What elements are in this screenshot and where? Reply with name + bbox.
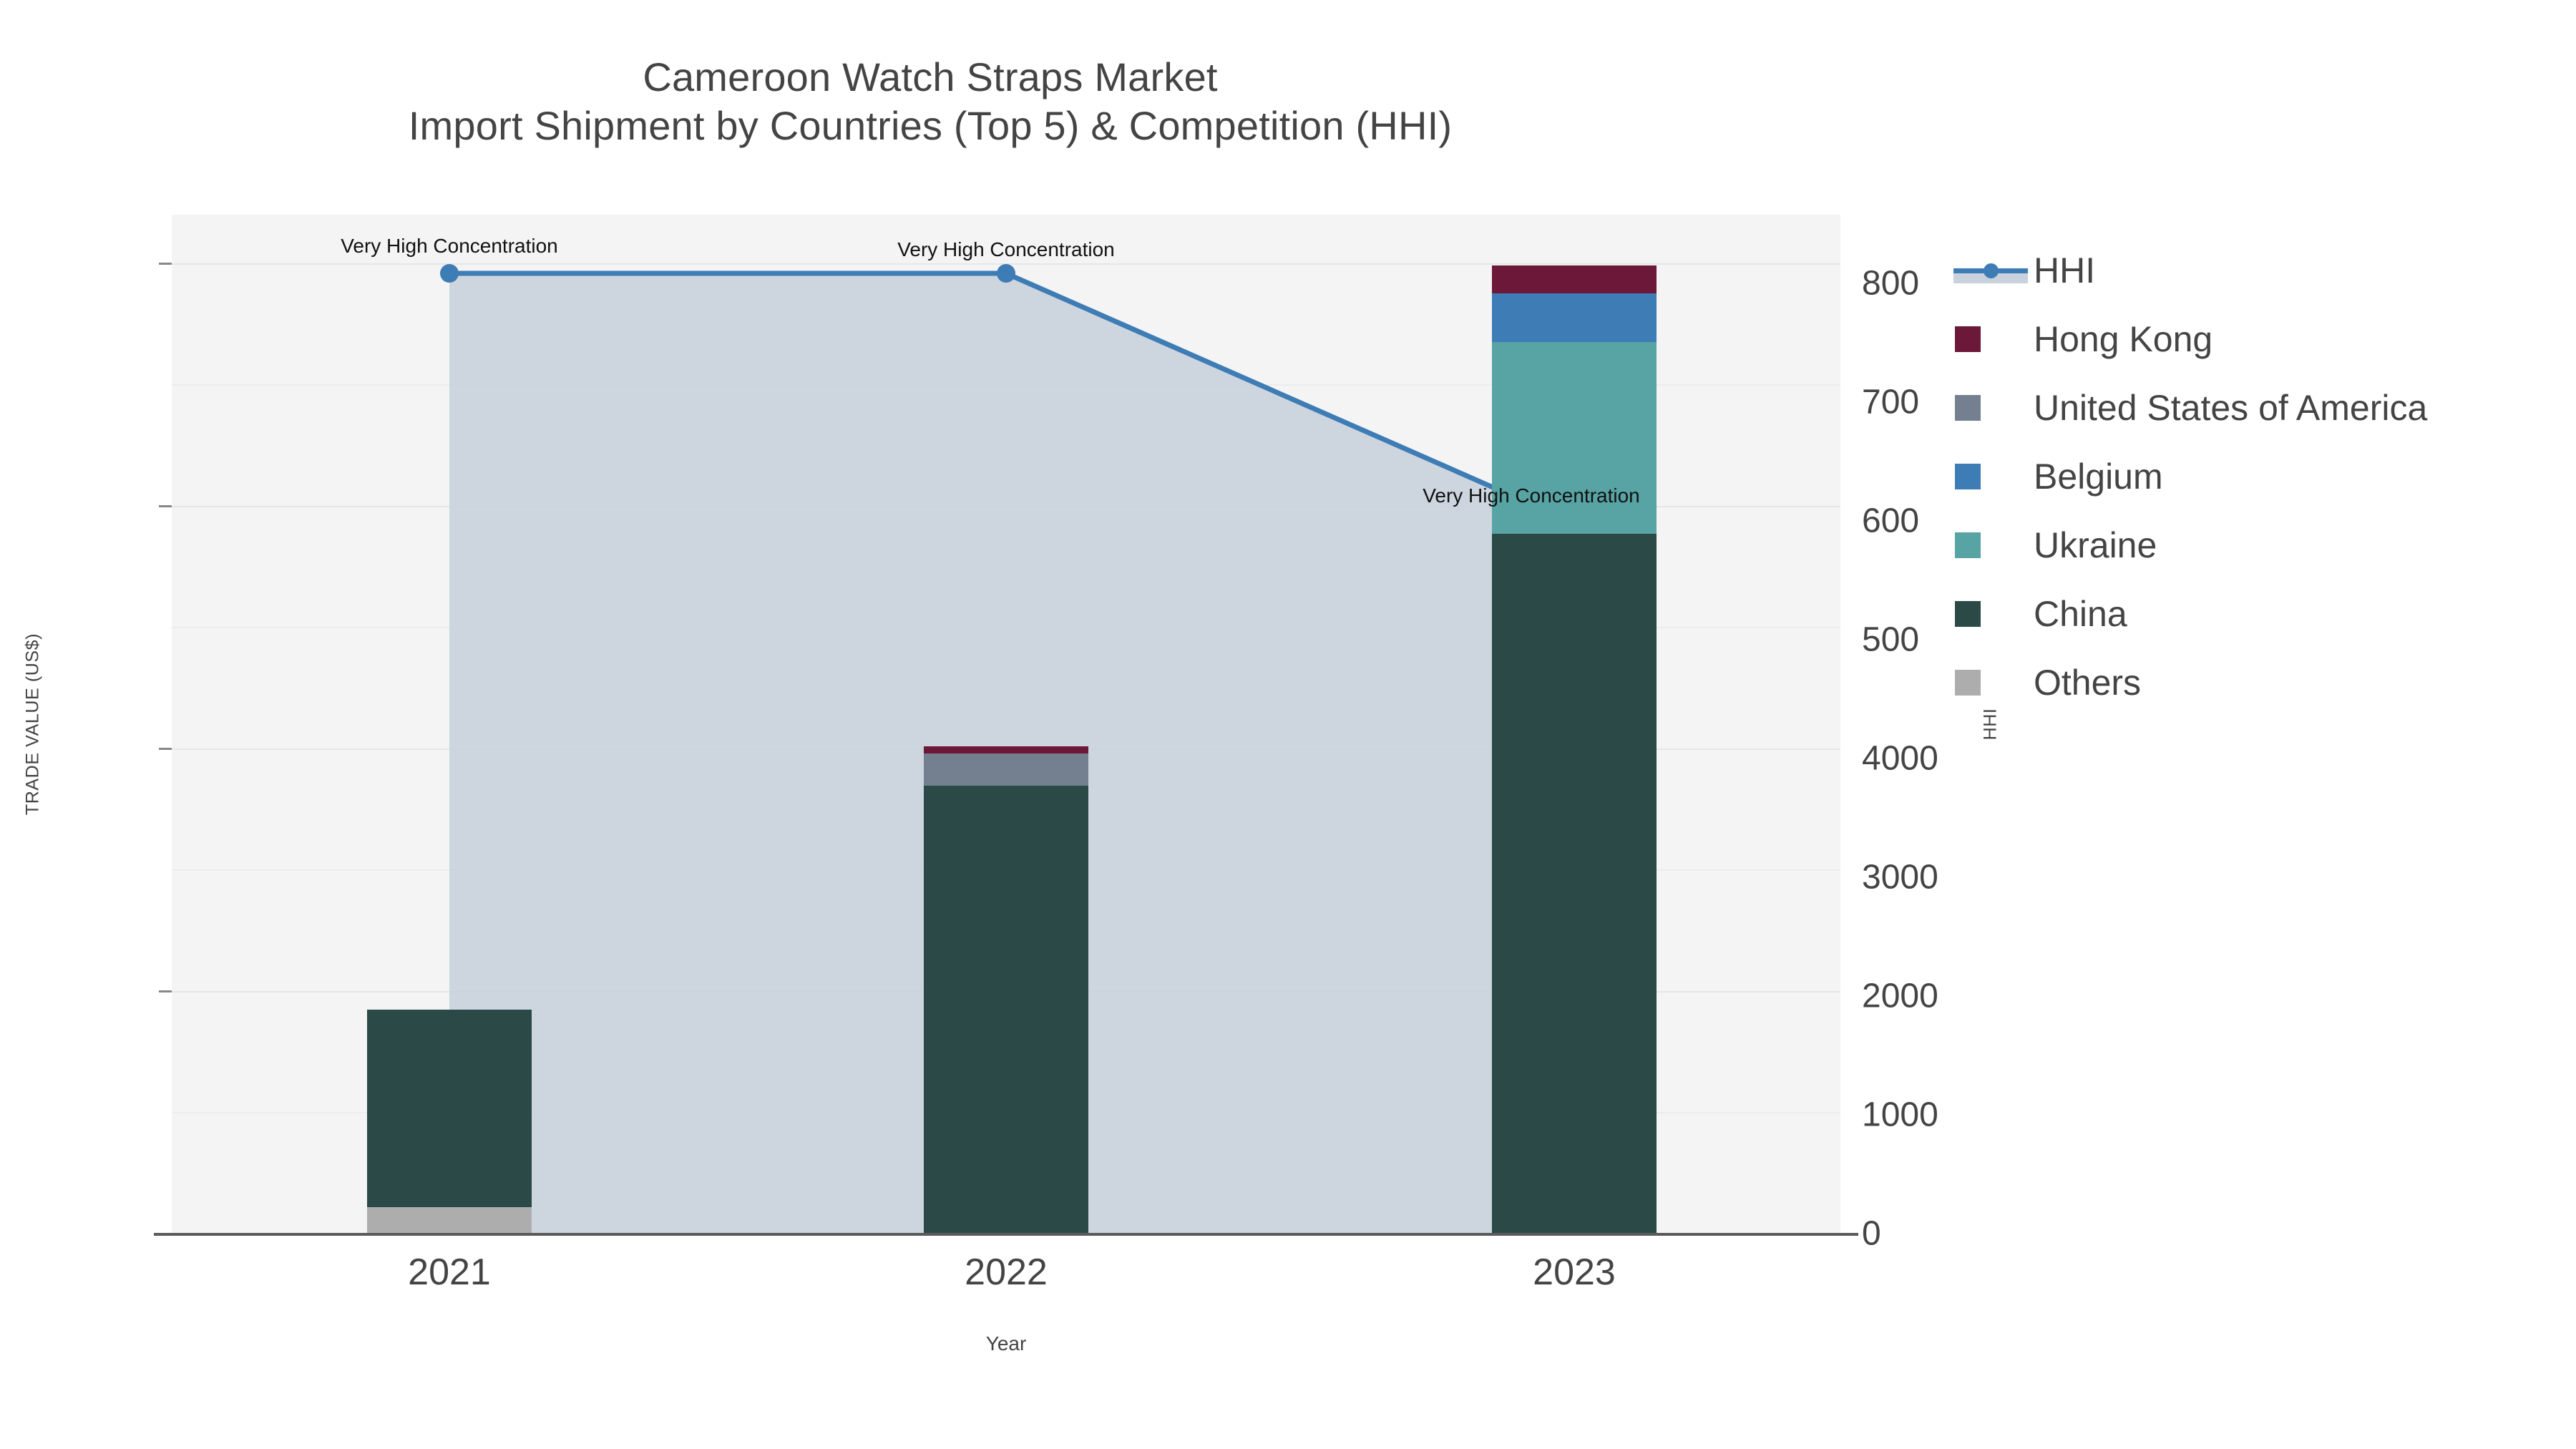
bar-segment-hongkong-2022[interactable] (924, 746, 1088, 753)
y-axis-right-tick-8000: 800 (1862, 264, 1920, 303)
legend-swatch-icon-hong-kong (1953, 325, 2034, 353)
bar-segment-china-2023[interactable] (1492, 534, 1657, 1234)
legend-swatch-icon-united-states-of-america (1953, 394, 2034, 422)
legend-label-china: China (2034, 594, 2127, 634)
y-axis-right-tick-1000: 1000 (1862, 1096, 1938, 1134)
bar-segment-hongkong-2023[interactable] (1492, 265, 1657, 293)
annotation-2022: Very High Concentration (897, 238, 1115, 260)
y-axis-right-tick-4000: 4000 (1862, 739, 1938, 778)
y-axis-right-tick-0: 0 (1862, 1214, 1881, 1253)
bar-segment-belgium-2023[interactable] (1492, 293, 1657, 342)
bar-segment-china-2022[interactable] (924, 786, 1088, 1234)
bar-segment-usa-2022[interactable] (924, 753, 1088, 786)
y-axis-left-tickmark-20k (159, 263, 172, 265)
bar-segment-others-2021[interactable] (367, 1207, 532, 1234)
bar-group-2021[interactable] (367, 1010, 532, 1234)
legend-item-hong-kong[interactable]: Hong Kong (1953, 305, 2569, 374)
legend-label-ukraine: Ukraine (2034, 525, 2157, 565)
y-axis-right-tick-2000: 2000 (1862, 977, 1938, 1015)
plot-area: Very High Concentration Very High Concen… (172, 215, 1840, 1234)
legend-item-others[interactable]: Others (1953, 648, 2569, 717)
chart-title: Cameroon Watch Straps Market Import Ship… (0, 53, 1860, 151)
x-axis-tick-2023: 2023 (1533, 1252, 1616, 1293)
legend-swatch-icon-china (1953, 600, 2034, 628)
legend-swatch-icon-belgium (1953, 462, 2034, 491)
bar-group-2022[interactable] (924, 746, 1088, 1234)
x-axis-tick-2022: 2022 (965, 1252, 1048, 1293)
x-axis-line (154, 1233, 1858, 1236)
y-axis-right-tick-7000: 700 (1862, 383, 1920, 421)
hhi-marker-2021[interactable] (440, 264, 459, 283)
y-axis-right-tick-6000: 600 (1862, 502, 1920, 540)
chart-title-subtitle: Import Shipment by Countries (Top 5) & C… (408, 103, 1453, 149)
legend-label-united-states-of-america: United States of America (2034, 388, 2428, 428)
x-axis-label: Year (985, 1332, 1027, 1355)
chart-title-line-1: Cameroon Watch Straps Market (643, 54, 1218, 99)
y-axis-left-tickmark-5k (159, 990, 172, 992)
legend-item-belgium[interactable]: Belgium (1953, 442, 2569, 511)
y-axis-right-tick-5000: 500 (1862, 620, 1920, 659)
legend-label-others: Others (2034, 663, 2142, 703)
legend-item-united-states-of-america[interactable]: United States of America (1953, 374, 2569, 442)
annotation-2021: Very High Concentration (341, 235, 558, 257)
legend-item-china[interactable]: China (1953, 580, 2569, 648)
legend: HHI Hong Kong United States of America B… (1953, 236, 2569, 717)
x-axis-tick-2021: 2021 (408, 1252, 491, 1293)
bar-group-2023[interactable] (1492, 265, 1657, 1234)
legend-swatch-icon-others (1953, 668, 2034, 697)
bar-segment-china-2021[interactable] (367, 1010, 532, 1207)
legend-label-belgium: Belgium (2034, 457, 2163, 497)
y-axis-right-tick-3000: 3000 (1862, 858, 1938, 897)
hhi-line-icon (1953, 256, 2034, 285)
legend-swatch-icon-ukraine (1953, 531, 2034, 560)
legend-label-hhi: HHI (2034, 250, 2096, 291)
y-axis-left-tickmark-10k (159, 748, 172, 750)
y-axis-left-tickmark-15k (159, 505, 172, 507)
legend-label-hong-kong: Hong Kong (2034, 319, 2213, 359)
legend-item-hhi[interactable]: HHI (1953, 236, 2569, 305)
annotation-2023: Very High Concentration (1423, 484, 1640, 507)
hhi-marker-2022[interactable] (997, 264, 1015, 283)
legend-item-ukraine[interactable]: Ukraine (1953, 511, 2569, 580)
bar-segment-ukraine-2023[interactable] (1492, 342, 1657, 534)
y-axis-left-label: TRADE VALUE (US$) (22, 633, 43, 816)
hhi-line (449, 273, 1574, 523)
